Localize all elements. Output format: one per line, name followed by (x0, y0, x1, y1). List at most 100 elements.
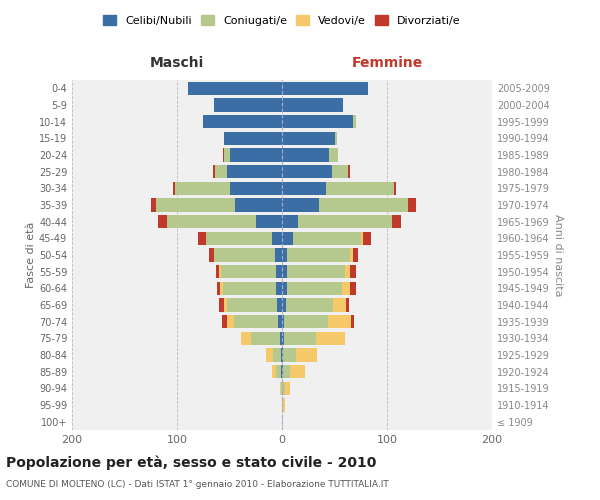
Bar (296, 348, 317, 362)
Bar (271, 365, 276, 378)
Y-axis label: Fasce di età: Fasce di età (26, 222, 36, 288)
Bar (281, 348, 282, 362)
Bar (251, 332, 280, 345)
Bar (224, 298, 227, 312)
Bar (227, 315, 234, 328)
Bar (282, 282, 287, 295)
Bar (408, 198, 416, 211)
Bar (198, 232, 206, 245)
Bar (221, 265, 276, 278)
Bar (282, 382, 285, 395)
Bar (281, 365, 282, 378)
Bar (229, 148, 282, 162)
Bar (209, 248, 214, 262)
Bar (286, 298, 334, 312)
Bar (282, 265, 287, 278)
Bar (151, 198, 156, 211)
Bar (217, 282, 220, 295)
Bar (276, 265, 282, 278)
Bar (363, 232, 371, 245)
Bar (219, 298, 224, 312)
Bar (282, 232, 293, 245)
Bar (215, 165, 227, 178)
Bar (350, 248, 353, 262)
Bar (334, 298, 346, 312)
Text: Maschi: Maschi (150, 56, 204, 70)
Bar (353, 115, 355, 128)
Bar (173, 182, 175, 195)
Bar (219, 265, 221, 278)
Bar (283, 365, 290, 378)
Y-axis label: Anni di nascita: Anni di nascita (553, 214, 563, 296)
Bar (282, 82, 368, 95)
Bar (227, 165, 282, 178)
Bar (216, 265, 219, 278)
Bar (287, 282, 342, 295)
Bar (282, 132, 335, 145)
Bar (351, 315, 355, 328)
Bar (158, 215, 167, 228)
Bar (285, 382, 290, 395)
Bar (282, 398, 283, 411)
Bar (167, 215, 256, 228)
Bar (206, 232, 271, 245)
Bar (293, 232, 361, 245)
Bar (213, 165, 215, 178)
Bar (282, 148, 329, 162)
Bar (272, 348, 281, 362)
Bar (229, 182, 282, 195)
Bar (234, 315, 278, 328)
Bar (276, 365, 281, 378)
Bar (276, 282, 282, 295)
Bar (241, 332, 251, 345)
Bar (282, 365, 283, 378)
Text: Femmine: Femmine (352, 56, 422, 70)
Bar (342, 282, 350, 295)
Bar (275, 248, 282, 262)
Bar (175, 182, 229, 195)
Bar (282, 215, 298, 228)
Bar (278, 315, 282, 328)
Bar (329, 148, 338, 162)
Bar (282, 315, 284, 328)
Text: Popolazione per età, sesso e stato civile - 2010: Popolazione per età, sesso e stato civil… (6, 455, 376, 469)
Bar (282, 332, 284, 345)
Bar (222, 315, 227, 328)
Bar (361, 232, 363, 245)
Bar (280, 382, 281, 395)
Bar (287, 248, 350, 262)
Text: COMUNE DI MOLTENO (LC) - Dati ISTAT 1° gennaio 2010 - Elaborazione TUTTITALIA.IT: COMUNE DI MOLTENO (LC) - Dati ISTAT 1° g… (6, 480, 389, 489)
Bar (326, 182, 394, 195)
Bar (283, 348, 296, 362)
Bar (224, 148, 229, 162)
Bar (348, 165, 350, 178)
Bar (282, 115, 353, 128)
Bar (346, 298, 349, 312)
Bar (290, 365, 305, 378)
Bar (332, 165, 348, 178)
Bar (350, 265, 355, 278)
Bar (335, 132, 337, 145)
Bar (282, 182, 326, 195)
Bar (187, 82, 282, 95)
Bar (298, 215, 392, 228)
Legend: Celibi/Nubili, Coniugati/e, Vedovi/e, Divorziati/e: Celibi/Nubili, Coniugati/e, Vedovi/e, Di… (99, 10, 465, 30)
Bar (235, 198, 282, 211)
Bar (284, 332, 316, 345)
Bar (345, 265, 350, 278)
Bar (283, 398, 285, 411)
Bar (281, 382, 282, 395)
Bar (271, 232, 282, 245)
Bar (256, 215, 282, 228)
Bar (328, 315, 351, 328)
Bar (156, 198, 235, 211)
Bar (392, 215, 401, 228)
Bar (394, 182, 397, 195)
Bar (282, 298, 286, 312)
Bar (350, 282, 355, 295)
Bar (319, 198, 408, 211)
Bar (282, 198, 319, 211)
Bar (214, 98, 282, 112)
Bar (277, 298, 282, 312)
Bar (287, 265, 345, 278)
